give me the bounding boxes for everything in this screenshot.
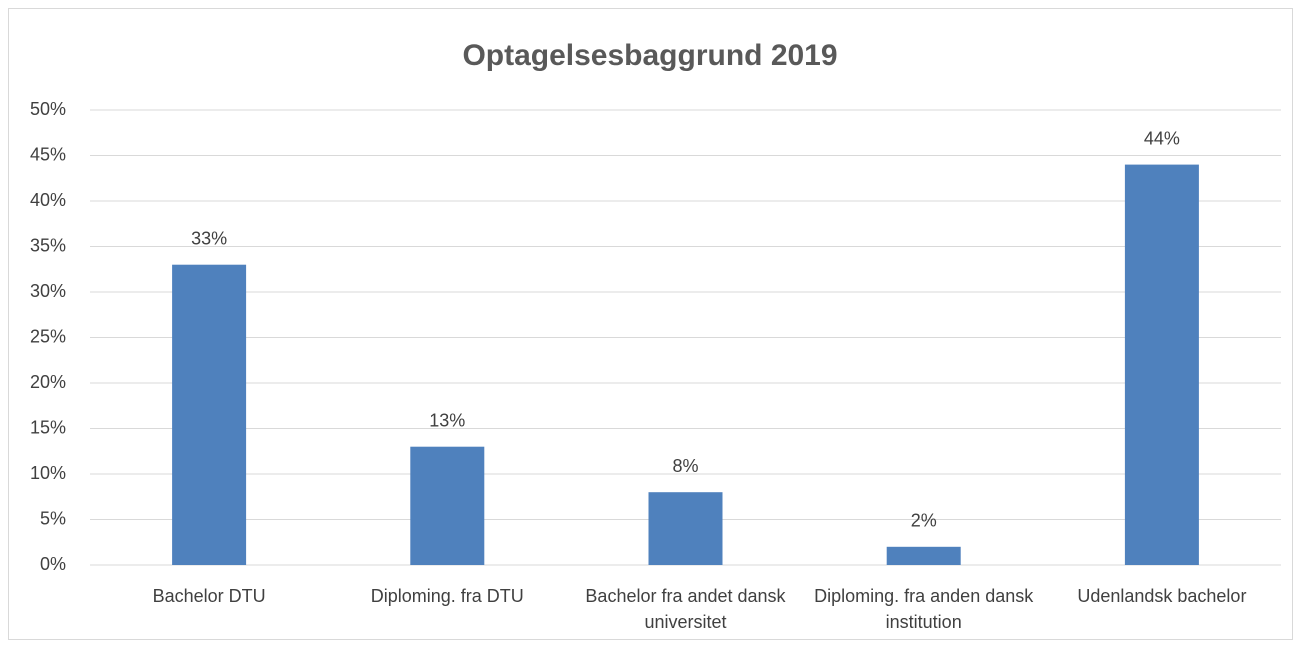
y-tick-label: 50% bbox=[30, 99, 66, 119]
y-tick-label: 35% bbox=[30, 235, 66, 255]
value-label: 2% bbox=[911, 511, 937, 531]
x-tick-label: Bachelor DTU bbox=[152, 586, 266, 606]
value-label: 33% bbox=[191, 228, 227, 248]
y-tick-label: 0% bbox=[40, 554, 66, 574]
bar bbox=[648, 492, 723, 565]
y-tick-label: 5% bbox=[40, 508, 66, 528]
y-tick-label: 25% bbox=[30, 326, 66, 346]
y-tick-label: 45% bbox=[30, 144, 66, 164]
y-tick-label: 15% bbox=[30, 417, 66, 437]
bar bbox=[886, 546, 961, 565]
y-tick-label: 40% bbox=[30, 190, 66, 210]
bar bbox=[1124, 164, 1199, 565]
y-tick-label: 20% bbox=[30, 372, 66, 392]
value-label: 13% bbox=[429, 410, 465, 430]
y-tick-label: 30% bbox=[30, 281, 66, 301]
chart-title: Optagelsesbaggrund 2019 bbox=[462, 39, 837, 72]
x-tick-label: Bachelor fra andet dansk universitet bbox=[585, 586, 786, 632]
y-tick-label: 10% bbox=[30, 463, 66, 483]
bar bbox=[172, 264, 247, 565]
x-tick-label: Diploming. fra DTU bbox=[370, 586, 524, 606]
value-label: 8% bbox=[672, 456, 698, 476]
x-tick-label: Diploming. fra anden dansk institution bbox=[814, 586, 1034, 632]
value-label: 44% bbox=[1144, 128, 1180, 148]
x-tick-label: Udenlandsk bachelor bbox=[1077, 586, 1247, 606]
bar bbox=[410, 446, 485, 565]
